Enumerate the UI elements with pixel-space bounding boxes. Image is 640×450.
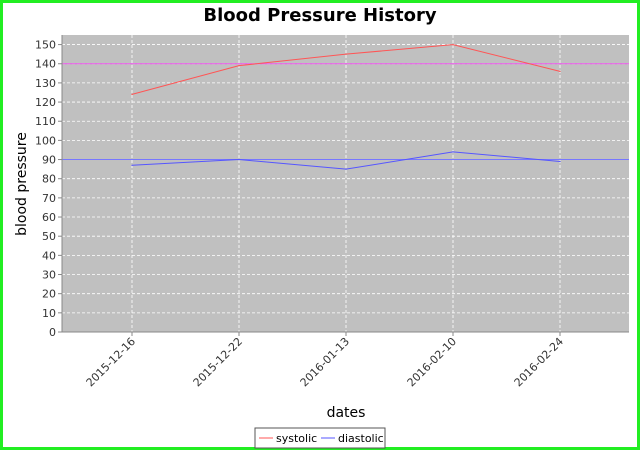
data-point-diastolic xyxy=(345,168,347,170)
data-point-diastolic xyxy=(452,151,454,153)
x-tick-label: 2016-02-24 xyxy=(512,335,566,389)
y-tick-label: 90 xyxy=(42,154,56,167)
x-axis-ticks: 2015-12-16 2015-12-22 2016-01-13 2016-02-10… xyxy=(84,332,566,389)
y-tick-label: 40 xyxy=(42,249,56,262)
legend-box xyxy=(254,427,386,449)
legend: systolic diastolic xyxy=(254,427,386,449)
y-tick-label: 150 xyxy=(35,39,56,52)
x-tick-label: 2015-12-22 xyxy=(191,335,245,389)
legend-label-systolic: systolic xyxy=(276,432,317,445)
legend-label-diastolic: diastolic xyxy=(338,432,384,445)
data-point-diastolic xyxy=(238,158,240,161)
y-tick-label: 60 xyxy=(42,211,56,224)
y-tick-label: 130 xyxy=(35,77,56,90)
y-tick-label: 100 xyxy=(35,134,56,147)
data-point-systolic xyxy=(131,93,133,95)
chart-title: Blood Pressure History xyxy=(203,5,436,26)
y-tick-label: 110 xyxy=(35,115,56,128)
data-point-systolic xyxy=(559,70,561,73)
series-lines xyxy=(131,43,561,170)
data-point-systolic xyxy=(452,43,454,46)
y-tick-label: 10 xyxy=(42,307,56,320)
y-axis-ticks: 0 10 20 30 40 50 60 70 80 90 100 110 120 130 140 150 xyxy=(35,39,62,339)
y-tick-label: 20 xyxy=(42,288,56,301)
y-axis-label: blood pressure xyxy=(14,132,30,236)
data-point-diastolic xyxy=(131,164,133,166)
y-tick-label: 120 xyxy=(35,96,56,109)
data-point-systolic xyxy=(238,65,240,67)
x-axis-label: dates xyxy=(327,405,366,421)
y-tick-label: 0 xyxy=(49,326,56,339)
y-tick-label: 140 xyxy=(35,58,56,71)
y-tick-label: 30 xyxy=(42,269,56,282)
y-tick-label: 50 xyxy=(42,230,56,243)
x-tick-label: 2016-01-13 xyxy=(298,335,352,389)
data-point-diastolic xyxy=(559,160,561,163)
x-tick-label: 2015-12-16 xyxy=(84,335,138,389)
y-tick-label: 80 xyxy=(42,173,56,186)
y-tick-label: 70 xyxy=(42,192,56,205)
plot-area xyxy=(62,35,629,332)
x-tick-label: 2016-02-10 xyxy=(405,335,459,389)
data-point-systolic xyxy=(345,53,347,55)
